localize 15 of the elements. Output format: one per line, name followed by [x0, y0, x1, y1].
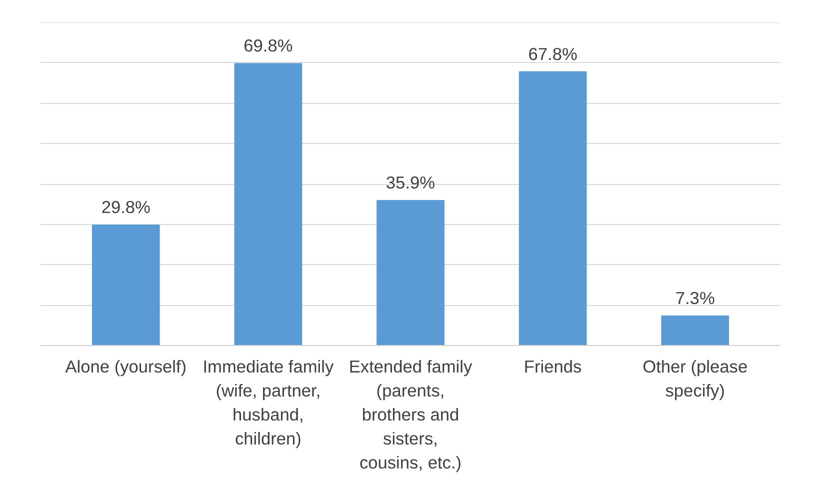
x-tick-label: Immediate family (wife, partner, husband, children) [202, 356, 334, 448]
bar [518, 71, 587, 346]
x-tick-label: Other (please specify) [642, 356, 748, 400]
data-label: 29.8% [101, 197, 150, 218]
bar [92, 224, 160, 346]
x-tick-label: Extended family (parents, brothers and sisters, cousins, etc.) [348, 356, 472, 472]
bar [661, 316, 730, 346]
x-tick-label: Alone (yourself) [65, 356, 187, 376]
data-label: 67.8% [528, 44, 578, 64]
bar [376, 200, 444, 346]
data-label: 7.3% [675, 288, 715, 308]
data-label: 35.9% [386, 172, 436, 193]
bar [234, 63, 302, 346]
data-label: 69.8% [244, 36, 293, 56]
x-tick-label: Friends [524, 356, 582, 376]
